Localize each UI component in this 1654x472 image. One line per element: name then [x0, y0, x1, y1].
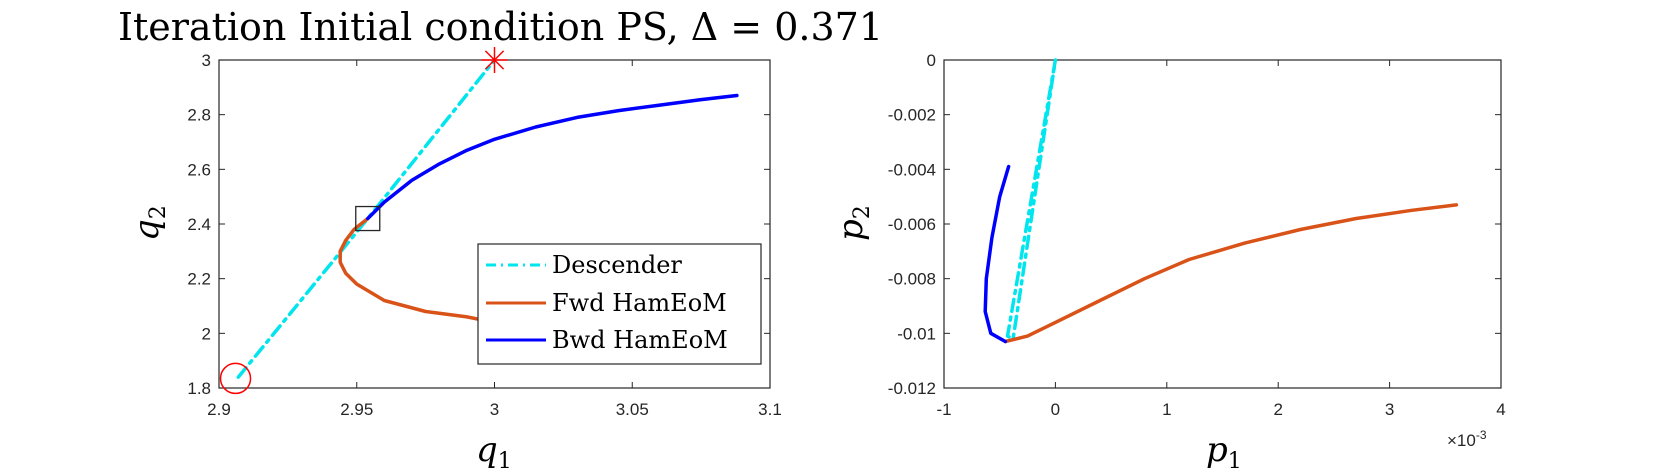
- y-tick-label: -0.01: [897, 324, 936, 343]
- x-tick-label: 2.95: [340, 400, 373, 419]
- x-axis-label: p1: [1206, 430, 1242, 472]
- x-tick-label: 3.05: [616, 400, 649, 419]
- y-tick-label: 0: [927, 51, 936, 70]
- series-descender: [1005, 58, 1058, 341]
- series-fwd-hameom: [338, 216, 483, 322]
- y-tick-label: 2.6: [187, 160, 211, 179]
- plot-p: -1 0 1 2 3 4 -0.012 -0.01 -0.008 -0.006 -0.004 -0.0…: [831, 51, 1506, 472]
- y-tick-label: -0.002: [888, 106, 936, 125]
- x-tick-label: 3: [490, 400, 499, 419]
- y-tick-label: 2.2: [187, 270, 211, 289]
- x-tick-label: 2: [1273, 400, 1282, 419]
- y-tick-label: 2.8: [187, 106, 211, 125]
- x-tick-label: 2.9: [207, 400, 231, 419]
- start-circle-marker: [219, 362, 252, 395]
- y-tick-label: -0.012: [888, 379, 936, 398]
- legend: Descender Fwd HamEoM Bwd HamEoM: [477, 243, 762, 365]
- plot-q: 2.9 2.95 3 3.05 3.1 1.8 2 2.2 2.4 2.6 2.8 3 q1 q2 D…: [127, 47, 782, 472]
- y-tick-label: 3: [202, 51, 211, 70]
- x-tick-label: 3.1: [758, 400, 782, 419]
- legend-label-bwd: Bwd HamEoM: [552, 326, 728, 354]
- y-tick-label: -0.004: [888, 160, 936, 179]
- x-tick-label: 1: [1162, 400, 1171, 419]
- x-tick-label: -1: [936, 400, 951, 419]
- series-bwd-hameom: [983, 164, 1011, 344]
- legend-label-fwd: Fwd HamEoM: [552, 289, 727, 317]
- x-tick-label: 0: [1051, 400, 1060, 419]
- y-axis-label: q2: [127, 205, 171, 241]
- legend-label-descender: Descender: [552, 251, 682, 279]
- y-tick-label: 2.4: [187, 215, 211, 234]
- target-star-marker: [481, 47, 508, 73]
- y-tick-label: -0.006: [888, 215, 936, 234]
- x-axis-label: q1: [476, 430, 512, 472]
- x-tick-label: 3: [1385, 400, 1394, 419]
- figure-title: Iteration Initial condition PS, Δ = 0.37…: [118, 5, 883, 49]
- x-axis-exponent: ×10-3: [1447, 428, 1487, 450]
- series-fwd-hameom: [1003, 203, 1459, 344]
- y-tick-label: 2: [202, 324, 211, 343]
- junction-square-marker: [355, 205, 381, 232]
- y-tick-label: 1.8: [187, 379, 211, 398]
- y-tick-label: -0.008: [888, 270, 936, 289]
- y-axis-label: p2: [831, 205, 875, 241]
- series-bwd-hameom: [366, 93, 739, 221]
- x-tick-label: 4: [1496, 400, 1505, 419]
